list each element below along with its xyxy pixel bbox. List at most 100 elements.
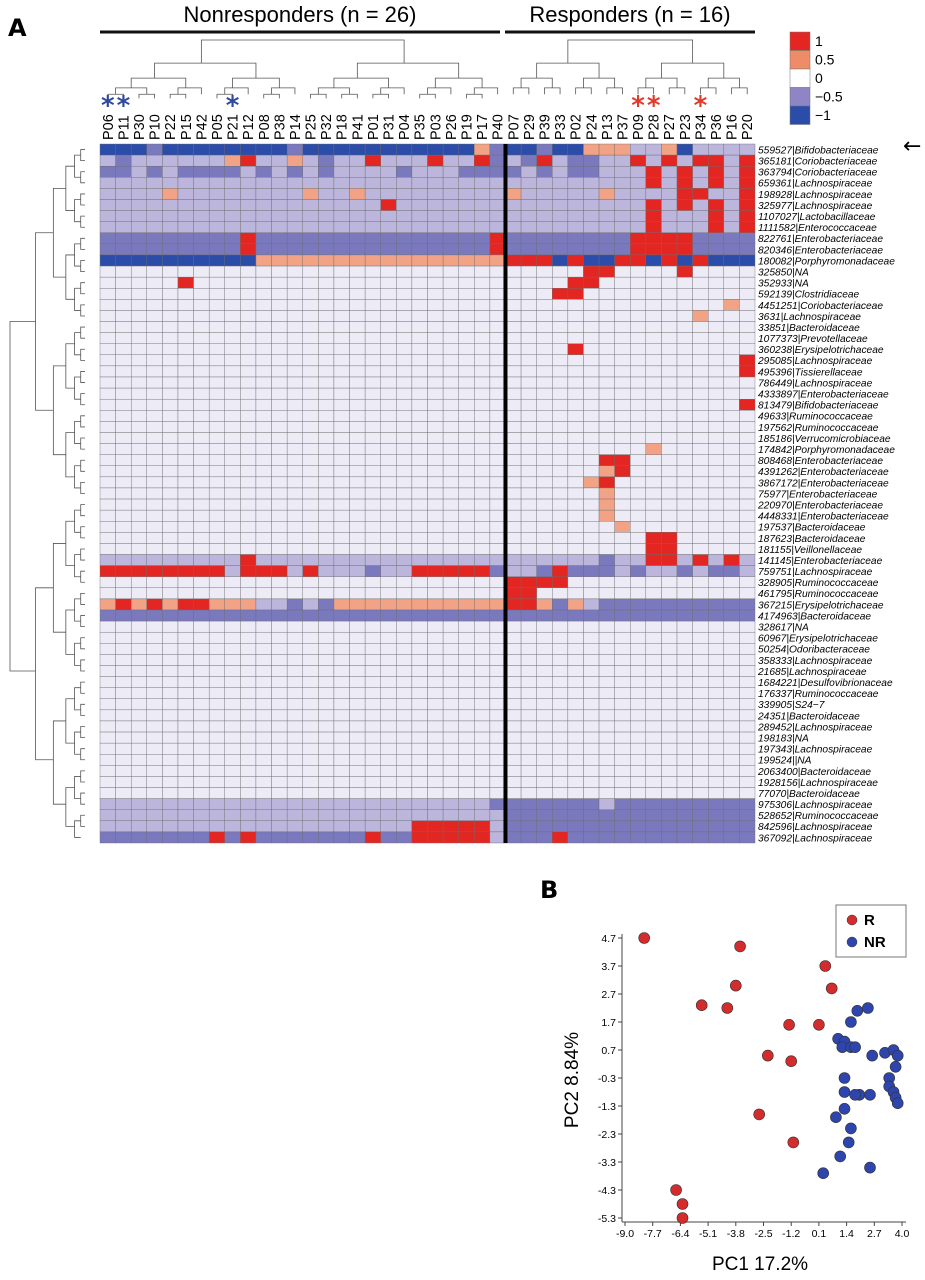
heatmap-cell (630, 387, 647, 400)
heatmap-cell (520, 620, 537, 633)
heatmap-cell (333, 565, 350, 577)
heatmap-cell (614, 343, 631, 356)
heatmap-cell (692, 598, 709, 611)
heatmap-cell (177, 598, 194, 611)
y-tick-label: 2.7 (601, 989, 616, 1001)
heatmap-cell (723, 487, 740, 500)
heatmap-cell (692, 754, 709, 766)
heatmap-cell (146, 798, 163, 810)
heatmap-cell (708, 698, 725, 711)
heatmap-cell (271, 620, 288, 633)
heatmap-cell (286, 221, 303, 233)
dendrogram-branch (115, 87, 148, 95)
heatmap-cell (442, 465, 459, 478)
heatmap-cell (286, 232, 303, 245)
heatmap-cell (505, 776, 522, 788)
heatmap-cell (240, 820, 257, 833)
heatmap-cell (442, 476, 459, 489)
row-label: 176337|Ruminococcaceae (758, 689, 879, 700)
heatmap-cell (349, 354, 366, 367)
heatmap-cell (474, 165, 491, 178)
heatmap-cell (489, 154, 506, 167)
heatmap-cell (489, 765, 506, 777)
heatmap-cell (99, 454, 116, 466)
heatmap-cell (349, 609, 366, 622)
heatmap-cell (240, 787, 257, 799)
heatmap-cell (115, 276, 132, 289)
heatmap-cell (427, 665, 444, 677)
heatmap-cell (427, 676, 444, 688)
heatmap-cell (505, 221, 522, 233)
heatmap-cell (708, 809, 725, 822)
heatmap-cell (411, 587, 428, 600)
heatmap-cell (567, 687, 584, 699)
nonresponder-point (849, 1089, 861, 1101)
heatmap-cell (614, 665, 631, 677)
heatmap-cell (302, 521, 319, 533)
heatmap-cell (598, 254, 615, 267)
heatmap-cell (162, 765, 179, 777)
dendrogram-branch (74, 376, 81, 400)
heatmap-cell (474, 421, 491, 433)
heatmap-cell (536, 820, 553, 833)
heatmap-cell (505, 243, 522, 256)
heatmap-cell (427, 754, 444, 766)
heatmap-cell (645, 265, 662, 278)
heatmap-cell (302, 787, 319, 799)
heatmap-cell (162, 576, 179, 589)
heatmap-cell (661, 276, 678, 289)
heatmap-cell (162, 776, 179, 788)
heatmap-cell (302, 398, 319, 411)
heatmap-cell (130, 465, 147, 478)
heatmap-cell (442, 332, 459, 344)
heatmap-cell (458, 177, 475, 189)
dendrogram-branch (74, 687, 81, 711)
heatmap-cell (739, 631, 756, 644)
heatmap-cell (692, 310, 709, 322)
heatmap-cell (380, 665, 397, 677)
heatmap-cell (692, 532, 709, 544)
heatmap-cell (333, 354, 350, 367)
heatmap-cell (708, 798, 725, 810)
heatmap-cell (396, 631, 413, 644)
heatmap-cell (708, 787, 725, 799)
heatmap-cell (271, 299, 288, 311)
heatmap-cell (520, 509, 537, 522)
heatmap-cell (130, 443, 147, 455)
heatmap-cell (661, 421, 678, 433)
row-label: 363794|Coriobacteriaceae (758, 168, 878, 179)
heatmap-cell (240, 243, 257, 256)
nonresponder-point (891, 1097, 904, 1109)
heatmap-cell (380, 443, 397, 455)
heatmap-cell (676, 687, 693, 699)
heatmap-cell (302, 831, 319, 844)
heatmap-cell (489, 232, 506, 245)
heatmap-cell (208, 809, 225, 822)
heatmap-cell (692, 210, 709, 222)
responder-point (729, 979, 742, 992)
nonresponder-point (838, 1086, 851, 1098)
heatmap-cell (567, 598, 584, 611)
heatmap-cell (474, 831, 491, 844)
dendrogram-branch (520, 77, 553, 88)
heatmap-cell (130, 754, 147, 766)
heatmap-cell (489, 188, 506, 200)
heatmap-cell (380, 543, 397, 555)
heatmap-cell (411, 299, 428, 311)
column-stars: * * * * * * (101, 91, 708, 121)
heatmap-cell (552, 154, 569, 167)
heatmap-cell (115, 731, 132, 744)
heatmap-cell (333, 765, 350, 777)
heatmap-cell (458, 831, 475, 844)
heatmap-cell (442, 443, 459, 455)
heatmap-cell (598, 332, 615, 344)
heatmap-cell (708, 731, 725, 744)
heatmap-cell (458, 565, 475, 577)
heatmap-cell (520, 276, 537, 289)
heatmap-cell (427, 154, 444, 167)
heatmap-cell (536, 731, 553, 744)
heatmap-cell (115, 620, 132, 633)
nonresponder-point (838, 1072, 851, 1084)
heatmap-cell (318, 177, 335, 189)
heatmap-cell (177, 387, 194, 400)
